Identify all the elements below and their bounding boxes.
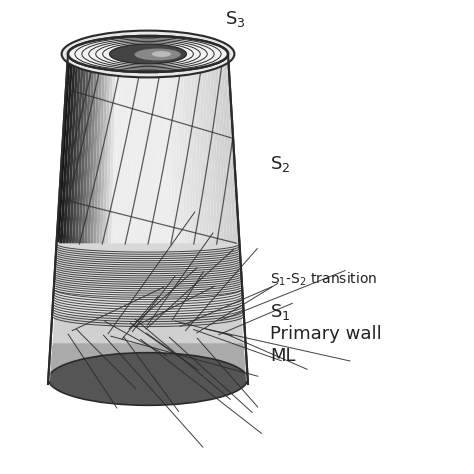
Polygon shape xyxy=(201,54,218,384)
Polygon shape xyxy=(55,54,76,384)
Polygon shape xyxy=(159,54,164,384)
Text: Primary wall: Primary wall xyxy=(270,325,382,343)
Polygon shape xyxy=(156,54,161,384)
Polygon shape xyxy=(71,54,89,384)
Polygon shape xyxy=(174,54,185,384)
Ellipse shape xyxy=(48,353,248,405)
Polygon shape xyxy=(111,54,121,384)
Polygon shape xyxy=(148,54,151,384)
Polygon shape xyxy=(191,54,205,384)
Polygon shape xyxy=(153,54,158,384)
Polygon shape xyxy=(210,54,228,384)
Polygon shape xyxy=(91,54,105,384)
Polygon shape xyxy=(78,54,95,384)
Polygon shape xyxy=(128,54,135,384)
Polygon shape xyxy=(204,54,221,384)
Polygon shape xyxy=(48,344,248,379)
Polygon shape xyxy=(223,54,245,384)
Polygon shape xyxy=(180,54,191,384)
Polygon shape xyxy=(88,54,103,384)
Polygon shape xyxy=(172,54,182,384)
Polygon shape xyxy=(225,54,248,384)
Polygon shape xyxy=(121,54,129,384)
Polygon shape xyxy=(188,54,201,384)
Text: S$_1$-S$_2$ transition: S$_1$-S$_2$ transition xyxy=(270,270,377,288)
Ellipse shape xyxy=(68,36,228,72)
Polygon shape xyxy=(98,54,110,384)
Polygon shape xyxy=(115,54,124,384)
Polygon shape xyxy=(54,244,242,289)
Polygon shape xyxy=(118,54,127,384)
Polygon shape xyxy=(212,54,231,384)
Polygon shape xyxy=(161,54,168,384)
Ellipse shape xyxy=(152,51,171,57)
Ellipse shape xyxy=(109,44,186,64)
Polygon shape xyxy=(164,54,171,384)
Polygon shape xyxy=(68,54,87,384)
Polygon shape xyxy=(125,54,132,384)
Polygon shape xyxy=(50,316,246,344)
Polygon shape xyxy=(95,54,108,384)
Polygon shape xyxy=(167,54,174,384)
Text: S$_3$: S$_3$ xyxy=(225,9,246,29)
Polygon shape xyxy=(51,54,73,384)
Polygon shape xyxy=(193,54,208,384)
Polygon shape xyxy=(58,54,79,384)
Polygon shape xyxy=(85,54,100,384)
Polygon shape xyxy=(145,54,148,384)
Polygon shape xyxy=(199,54,215,384)
Polygon shape xyxy=(82,54,97,384)
Polygon shape xyxy=(177,54,188,384)
Polygon shape xyxy=(169,54,178,384)
Polygon shape xyxy=(75,54,92,384)
Text: S$_1$: S$_1$ xyxy=(270,302,291,322)
Polygon shape xyxy=(196,54,211,384)
Ellipse shape xyxy=(68,36,228,72)
Polygon shape xyxy=(64,54,84,384)
Polygon shape xyxy=(108,54,118,384)
Polygon shape xyxy=(185,54,198,384)
Polygon shape xyxy=(135,54,140,384)
Polygon shape xyxy=(52,289,244,316)
Text: S$_2$: S$_2$ xyxy=(270,154,291,174)
Ellipse shape xyxy=(62,31,235,77)
Ellipse shape xyxy=(135,48,181,61)
Polygon shape xyxy=(101,54,113,384)
Polygon shape xyxy=(218,54,238,384)
Polygon shape xyxy=(141,54,146,384)
Polygon shape xyxy=(61,54,82,384)
Polygon shape xyxy=(48,54,71,384)
Polygon shape xyxy=(215,54,235,384)
Polygon shape xyxy=(105,54,116,384)
Polygon shape xyxy=(220,54,241,384)
Polygon shape xyxy=(131,54,137,384)
Polygon shape xyxy=(151,54,155,384)
Text: ML: ML xyxy=(270,347,295,365)
Polygon shape xyxy=(138,54,143,384)
Polygon shape xyxy=(207,54,225,384)
Polygon shape xyxy=(182,54,195,384)
